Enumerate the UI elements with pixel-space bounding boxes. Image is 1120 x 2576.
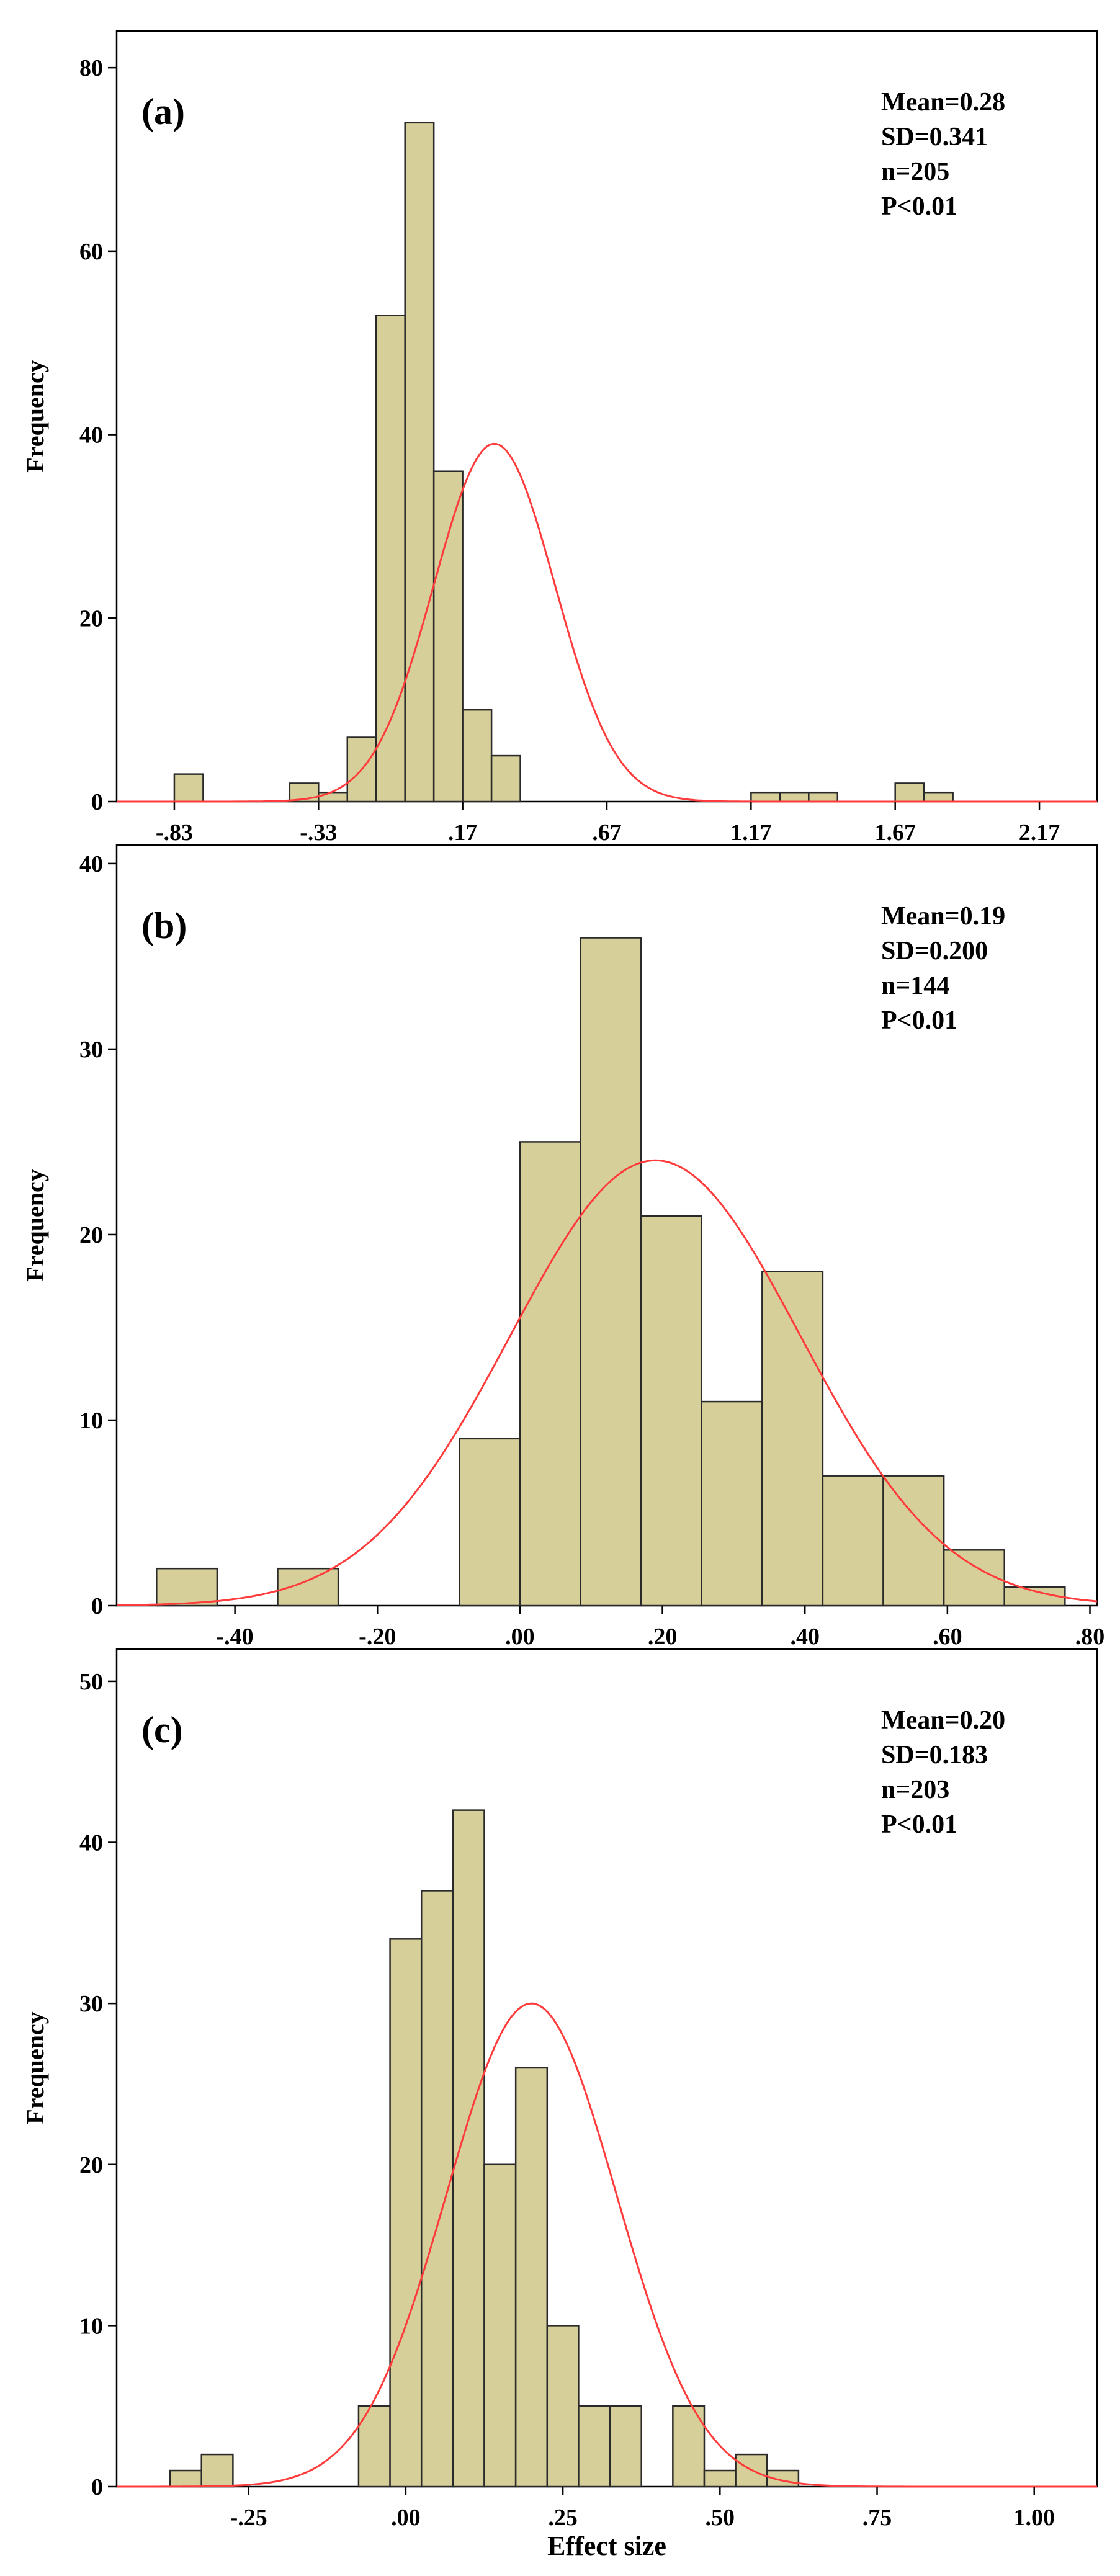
histogram-bar [546,2325,580,2488]
chart-panel-1: 0 20 40 60 80 -.83 -.33 .17 .67 1.17 1.67 2.17 Frequ… [21,30,1098,846]
y-tick-label: 60 [79,239,103,265]
stats-line: n=144 [881,972,949,1000]
stats-line: SD=0.200 [881,937,988,965]
y-tick-label: 40 [79,423,103,449]
x-tick-label: .80 [1075,1624,1105,1650]
y-tick-label: 0 [91,1593,103,1619]
x-tick-label: .75 [862,2505,892,2531]
histogram-bar [882,1475,945,1607]
histogram-bar [640,1215,702,1607]
histogram-bar [808,791,839,803]
y-tick-label: 20 [79,606,103,632]
x-tick-label: 1.67 [874,820,916,846]
stats-line: Mean=0.20 [881,1706,1005,1735]
histogram-bar [375,315,406,803]
x-tick-label: .00 [391,2505,421,2531]
histogram-bar [452,1809,485,2488]
y-tick-label: 30 [79,1991,103,2017]
x-axis-label: Effect size [547,2531,666,2561]
histogram-bar [462,709,493,803]
x-tick-label: .40 [790,1624,820,1650]
histogram-bar [761,1271,824,1607]
histogram-bar [580,937,642,1607]
y-tick-label: 50 [79,1669,103,1695]
histogram-bar [173,773,204,803]
y-tick-label: 20 [79,1222,103,1248]
y-tick-label: 0 [91,2474,103,2500]
normal-curve [117,442,1097,803]
y-tick-label: 80 [79,55,103,81]
normal-curve [116,1159,1098,1606]
x-tick-label: .00 [505,1624,535,1650]
y-tick-label: 10 [79,2313,103,2339]
x-tick-label: 2.17 [1019,820,1060,846]
stats-line: n=203 [881,1776,949,1804]
stats-line: SD=0.341 [881,123,988,151]
x-tick-label: .20 [648,1624,678,1650]
chart-panel-2: 0 10 20 30 40 -.40 -.20 .00 .20 .40 .60 .80 Frequenc… [21,844,1105,1650]
y-axis-label: Frequency [21,2011,49,2124]
histogram-bar [923,791,954,803]
histogram-bar [894,782,925,803]
histogram-bar [404,122,435,803]
x-tick-label: .67 [592,820,622,846]
stats-line: P<0.01 [881,1006,957,1035]
panel-label: (a) [141,91,185,132]
y-axis-label: Frequency [21,1169,49,1281]
panel-label: (c) [141,1709,183,1750]
histogram-bar [490,754,521,803]
panel-label: (b) [141,905,187,946]
chart-panel-3: 0 10 20 30 40 50 -.25 .00 .25 .50 .75 1.00 Frequency… [21,1648,1098,2531]
histogram-bar [609,2405,642,2488]
x-tick-label: .17 [448,820,478,846]
histogram-bar [389,1938,423,2488]
y-tick-label: 20 [79,2152,103,2178]
x-tick-label: -.25 [230,2505,267,2531]
histogram-bar [943,1549,1005,1607]
y-tick-label: 40 [79,1830,103,1856]
histogram-bar [169,2469,202,2488]
histogram-bar [578,2405,611,2488]
y-tick-label: 40 [79,851,103,877]
histogram-bar [703,2469,737,2488]
histogram-bar [779,791,810,803]
histogram-bar [483,2163,517,2488]
histogram-bar [156,1567,218,1607]
x-tick-label: -.20 [359,1624,396,1650]
histogram-bar [200,2453,234,2488]
x-tick-label: .25 [548,2505,578,2531]
histogram-bar [519,1141,581,1607]
histogram-bar [432,470,464,803]
histogram-bar [701,1400,763,1607]
x-tick-label: -.83 [156,820,193,846]
y-axis-label: Frequency [21,360,49,472]
histogram-bar [318,791,349,803]
x-tick-label: .50 [706,2505,735,2531]
histogram-bar [750,791,781,803]
x-tick-label: .60 [933,1624,962,1650]
stats-line: n=205 [881,158,949,186]
stats-line: P<0.01 [881,1810,957,1839]
plot-frame [115,1648,1098,2488]
stats-line: Mean=0.19 [881,902,1005,931]
x-tick-label: -.33 [300,820,337,846]
histogram-bar [514,2067,549,2488]
stats-line: P<0.01 [881,192,957,221]
stats-line: Mean=0.28 [881,88,1005,117]
y-tick-label: 10 [79,1408,103,1434]
x-tick-label: -.40 [217,1624,254,1650]
x-tick-label: 1.17 [730,820,772,846]
y-tick-label: 0 [91,789,103,815]
stats-line: SD=0.183 [881,1741,988,1769]
y-tick-label: 30 [79,1037,103,1063]
x-tick-label: 1.00 [1013,2505,1055,2531]
histogram-bar [822,1475,884,1607]
normal-curve [117,2002,1097,2488]
histogram-bar [459,1438,521,1607]
